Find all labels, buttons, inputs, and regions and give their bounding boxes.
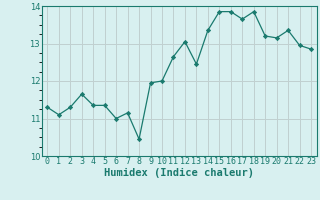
X-axis label: Humidex (Indice chaleur): Humidex (Indice chaleur) [104,168,254,178]
